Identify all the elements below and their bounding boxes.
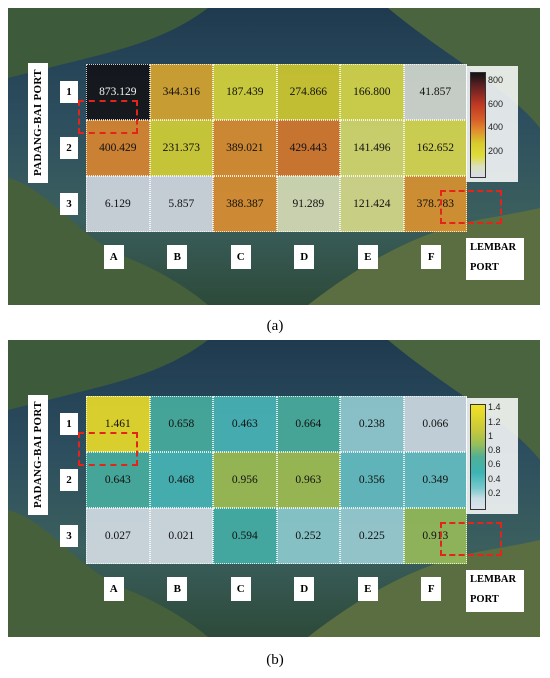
lembar-port-label-line: LEMBAR [470,242,517,253]
heatmap-cell-2A: 400.429 [86,120,150,176]
lembar-port-label-line: PORT [470,262,499,273]
heatmap-cell-2F: 162.652 [403,120,467,176]
heatmap-cell-2E: 0.356 [340,452,404,508]
column-label-A: A [103,577,124,601]
padang-bai-port-marker [78,100,138,134]
column-label-D: D [294,245,315,269]
heatmap-panel-b: 1.461 0.658 0.463 0.664 0.238 0.066 0.643 0.468… [8,340,540,637]
heatmap-cell-2C: 0.956 [213,452,277,508]
heatmap-cell-1A: 873.129 [86,64,150,120]
heatmap-cell-3C: 0.594 [213,508,277,564]
colorbar-tick-label: 200 [488,146,504,157]
heatmap-cell-1B: 0.658 [149,396,213,452]
lembar-port-label: LEMBAR PORT [466,238,524,280]
colorbar-tick-label: 600 [488,98,504,109]
colorbar: 1.4 1.2 1 0.8 0.6 0.4 0.2 [466,398,518,514]
lembar-port-label: LEMBAR PORT [466,570,524,612]
colorbar-tick-label: 0.6 [488,459,501,470]
colorbar-tick-label: 0.4 [488,473,501,484]
heatmap-panel-a: 873.129 344.316 187.439 274.866 166.800 41.85… [8,8,540,305]
heatmap-cell-1F: 41.857 [403,64,467,120]
heatmap-cell-2F: 0.349 [403,452,467,508]
heatmap-cell-3E: 0.225 [340,508,404,564]
colorbar: 800 600 400 200 [466,66,518,182]
heatmap-cell-3A: 6.129 [86,176,150,232]
lembar-port-marker [440,522,502,556]
padang-bai-port-label: PADANG-BAI PORT [28,395,48,515]
heatmap-cell-1A: 1.461 [86,396,150,452]
satellite-map-background [8,8,540,305]
heatmap-cell-1B: 344.316 [149,64,213,120]
heatmap-cell-2E: 141.496 [340,120,404,176]
heatmap-cell-1F: 0.066 [403,396,467,452]
row-label-1: 1 [60,413,78,435]
padang-bai-port-marker [78,432,138,466]
heatmap-cell-3A: 0.027 [86,508,150,564]
column-label-B: B [167,577,188,601]
row-label-1: 1 [60,81,78,103]
heatmap-cell-2A: 0.643 [86,452,150,508]
column-label-E: E [357,577,378,601]
colorbar-tick-label: 0.8 [488,445,501,456]
caption-b: (b) [266,652,284,668]
column-label-F: F [421,577,442,601]
colorbar-tick-label: 1 [488,430,494,441]
column-label-B: B [167,245,188,269]
heatmap-cell-1D: 0.664 [276,396,340,452]
lembar-port-label-line: PORT [470,594,499,605]
column-label-E: E [357,245,378,269]
lembar-port-label-line: LEMBAR [470,574,517,585]
heatmap-cell-2B: 231.373 [149,120,213,176]
row-label-3: 3 [60,193,78,215]
column-label-C: C [230,577,251,601]
column-label-C: C [230,245,251,269]
heatmap-cell-1C: 0.463 [213,396,277,452]
heatmap-cell-1C: 187.439 [213,64,277,120]
heatmap-cell-2D: 429.443 [276,120,340,176]
heatmap-cell-1E: 166.800 [340,64,404,120]
heatmap-cell-3D: 0.252 [276,508,340,564]
row-label-2: 2 [60,469,78,491]
heatmap-cell-3C: 388.387 [213,176,277,232]
row-label-3: 3 [60,525,78,547]
padang-bai-port-label: PADANG-BAI PORT [28,63,48,183]
heatmap-cell-1D: 274.866 [276,64,340,120]
heatmap-cell-2C: 389.021 [213,120,277,176]
lembar-port-marker [440,190,502,224]
colorbar-gradient [470,72,486,178]
heatmap-cell-2D: 0.963 [276,452,340,508]
column-label-A: A [103,245,124,269]
heatmap-cell-1E: 0.238 [340,396,404,452]
column-label-D: D [294,577,315,601]
colorbar-tick-label: 0.2 [488,487,501,498]
caption-a: (a) [266,318,284,334]
heatmap-cell-3B: 0.021 [149,508,213,564]
heatmap-cell-2B: 0.468 [149,452,213,508]
heatmap-cell-3D: 91.289 [276,176,340,232]
heatmap-cell-3E: 121.424 [340,176,404,232]
heatmap-cell-3B: 5.857 [149,176,213,232]
colorbar-tick-label: 800 [488,74,504,85]
colorbar-tick-label: 400 [488,122,504,133]
colorbar-tick-label: 1.2 [488,416,501,427]
colorbar-gradient [470,404,486,510]
column-label-F: F [421,245,442,269]
colorbar-tick-label: 1.4 [488,402,501,413]
row-label-2: 2 [60,137,78,159]
